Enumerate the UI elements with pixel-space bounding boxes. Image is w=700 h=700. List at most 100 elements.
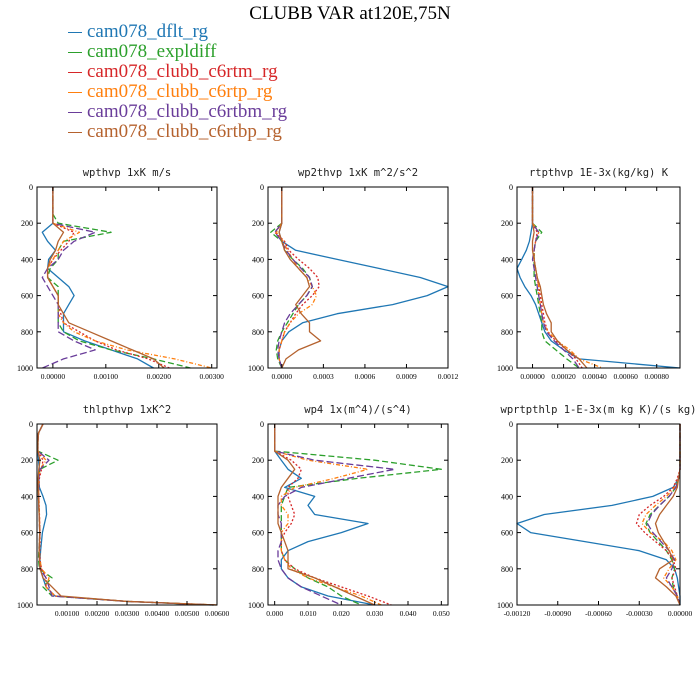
series-line (654, 424, 681, 606)
x-tick-label: 0.00060 (613, 372, 638, 381)
y-tick-label: 1000 (17, 364, 33, 373)
x-tick-label: 0.00000 (41, 372, 66, 381)
series-line (37, 423, 215, 606)
y-tick-label: 800 (252, 328, 264, 337)
x-tick-label: 0.0003 (313, 372, 334, 381)
x-tick-label: 0.00400 (145, 609, 170, 618)
y-tick-label: 1000 (497, 364, 513, 373)
x-tick-label: 0.00500 (175, 609, 200, 618)
y-tick-label: 600 (252, 292, 264, 301)
series-line (278, 187, 322, 369)
chart-panel: rtpthvp 1E-3x(kg/kg) K 0 200 400 600 800 1000 0… (497, 167, 681, 381)
legend-swatch (68, 51, 82, 54)
series-line (274, 424, 375, 606)
y-tick-label: 200 (252, 219, 264, 228)
series-line (635, 424, 681, 606)
series-line (531, 187, 588, 369)
y-tick-label: 200 (21, 456, 33, 465)
series-line (278, 187, 449, 369)
y-tick-label: 600 (501, 292, 513, 301)
series-line (274, 424, 375, 606)
legend-swatch (68, 31, 82, 34)
x-tick-label: -0.00120 (504, 609, 531, 618)
y-tick-label: 400 (252, 255, 264, 264)
y-tick-label: 400 (21, 492, 33, 501)
y-tick-label: 800 (501, 565, 513, 574)
x-tick-label: 0.00300 (115, 609, 140, 618)
series-line (41, 187, 96, 369)
series-line (46, 187, 191, 369)
series-line (531, 187, 603, 369)
x-tick-label: 0.00000 (520, 372, 545, 381)
series-line (46, 187, 165, 369)
chart-title: wprtpthlp 1-E-3x(m kg K)/(s kg) (501, 404, 697, 416)
y-tick-label: 800 (501, 328, 513, 337)
chart-title: wp4 1x(m^4)/(s^4) (304, 404, 411, 416)
series-line (531, 187, 580, 369)
x-tick-label: 0.020 (333, 609, 350, 618)
series-line (37, 423, 218, 606)
legend-label: cam078_clubb_c6rtbp_rg (87, 121, 282, 142)
x-tick-label: 0.0000 (272, 372, 293, 381)
y-tick-label: 1000 (17, 601, 33, 610)
chart-title: wpthvp 1xK m/s (83, 167, 172, 179)
legend-item: cam078_clubb_c6rtbp_rg (68, 122, 287, 142)
y-tick-label: 400 (252, 492, 264, 501)
legend-swatch (68, 131, 82, 134)
legend-item: cam078_clubb_c6rtbm_rg (68, 102, 287, 122)
y-tick-label: 0 (260, 183, 264, 192)
series-line (274, 424, 442, 606)
plot-frame (267, 186, 449, 369)
chart-panel: wpthvp 1xK m/s 0 200 400 600 800 1000 0.00000 0.… (17, 167, 224, 381)
chart-title: thlpthvp 1xK^2 (83, 404, 172, 416)
y-tick-label: 0 (260, 420, 264, 429)
x-tick-label: 0.0009 (396, 372, 417, 381)
legend-item: cam078_clubb_c6rtp_rg (68, 82, 287, 102)
legend-label: cam078_clubb_c6rtbm_rg (87, 101, 288, 122)
chart-panel: wprtpthlp 1-E-3x(m kg K)/(s kg) 0 200 400 60… (497, 404, 696, 618)
x-tick-label: 0.010 (300, 609, 317, 618)
x-tick-label: -0.00090 (544, 609, 571, 618)
y-tick-label: 400 (501, 492, 513, 501)
y-tick-label: 1000 (248, 364, 264, 373)
series-line (531, 187, 580, 369)
y-tick-label: 1000 (248, 601, 264, 610)
y-tick-label: 200 (252, 456, 264, 465)
y-tick-label: 800 (21, 328, 33, 337)
y-tick-label: 600 (21, 529, 33, 538)
y-tick-label: 0 (29, 420, 33, 429)
y-tick-label: 0 (509, 183, 513, 192)
x-tick-label: 0.00100 (55, 609, 80, 618)
series-line (46, 187, 170, 369)
chart-panel: wp2thvp 1xK m^2/s^2 0 200 400 600 800 1000 0.00… (248, 167, 459, 381)
x-tick-label: -0.00060 (585, 609, 612, 618)
y-tick-label: 600 (252, 529, 264, 538)
legend-item: cam078_expldiff (68, 42, 287, 62)
x-tick-label: -0.00030 (626, 609, 653, 618)
x-tick-label: 0.040 (400, 609, 417, 618)
series-line (37, 423, 212, 606)
y-tick-label: 400 (21, 255, 33, 264)
x-tick-label: 0.00080 (645, 372, 670, 381)
y-tick-label: 0 (29, 183, 33, 192)
x-tick-label: 0.030 (366, 609, 383, 618)
x-tick-label: 0.050 (433, 609, 450, 618)
plot-frame (36, 423, 218, 606)
legend-label: cam078_clubb_c6rtp_rg (87, 81, 273, 102)
y-tick-label: 1000 (497, 601, 513, 610)
legend: cam078_dflt_rg cam078_expldiff cam078_club… (68, 22, 287, 142)
series-line (516, 187, 681, 369)
x-tick-label: 0.00040 (582, 372, 607, 381)
x-tick-label: 0.00200 (85, 609, 110, 618)
x-tick-label: 0.00600 (205, 609, 230, 618)
chart-panel: thlpthvp 1xK^2 0 200 400 600 800 1000 0.00100 0.… (17, 404, 229, 618)
y-tick-label: 400 (501, 255, 513, 264)
y-tick-label: 200 (21, 219, 33, 228)
y-tick-label: 600 (21, 292, 33, 301)
series-line (37, 423, 215, 606)
chart-title: wp2thvp 1xK m^2/s^2 (298, 167, 418, 179)
y-tick-label: 200 (501, 456, 513, 465)
series-line (46, 187, 212, 369)
legend-swatch (68, 111, 82, 114)
